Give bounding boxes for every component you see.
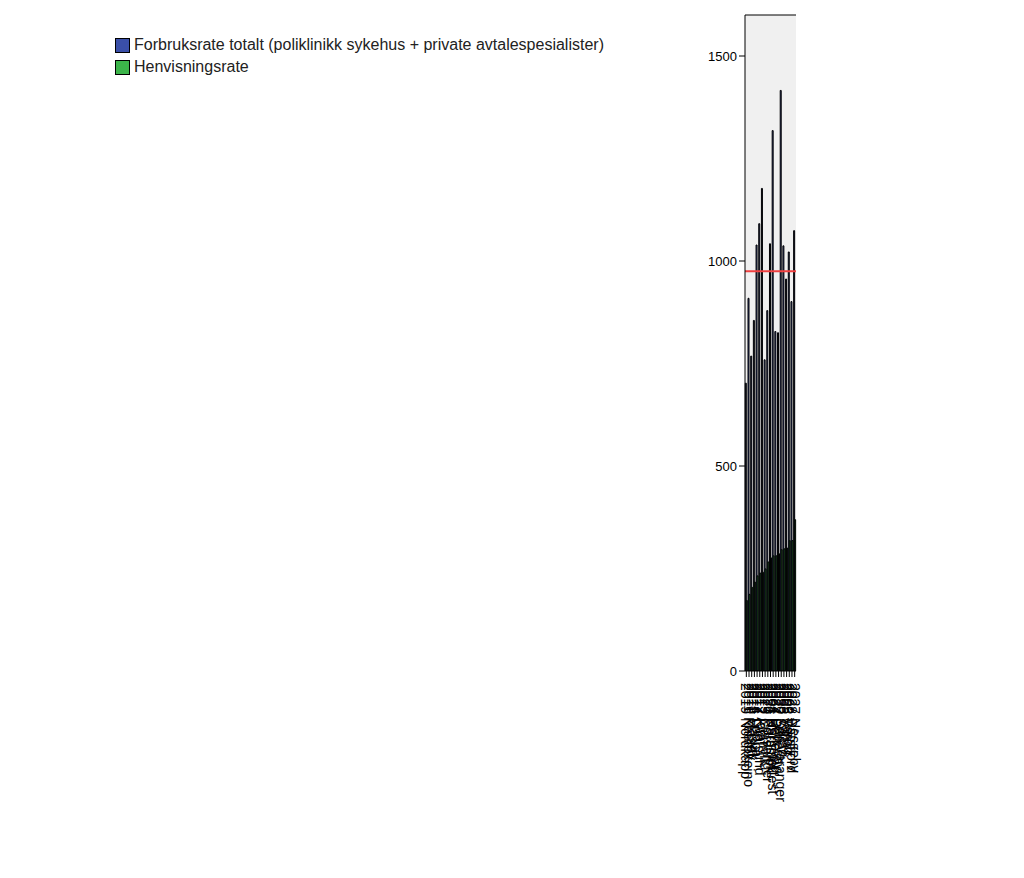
svg-text:1000: 1000 bbox=[708, 254, 737, 269]
svg-text:500: 500 bbox=[715, 459, 737, 474]
html-text:Henvisningsrate: Henvisningsrate bbox=[134, 58, 249, 75]
svg-text:2027 Nesseby: 2027 Nesseby bbox=[787, 683, 803, 773]
svg-text:1500: 1500 bbox=[708, 49, 737, 64]
html-text:Forbruksrate totalt (poliklini: Forbruksrate totalt (poliklinikk sykehus… bbox=[134, 36, 604, 53]
svg-text:0: 0 bbox=[730, 664, 737, 679]
